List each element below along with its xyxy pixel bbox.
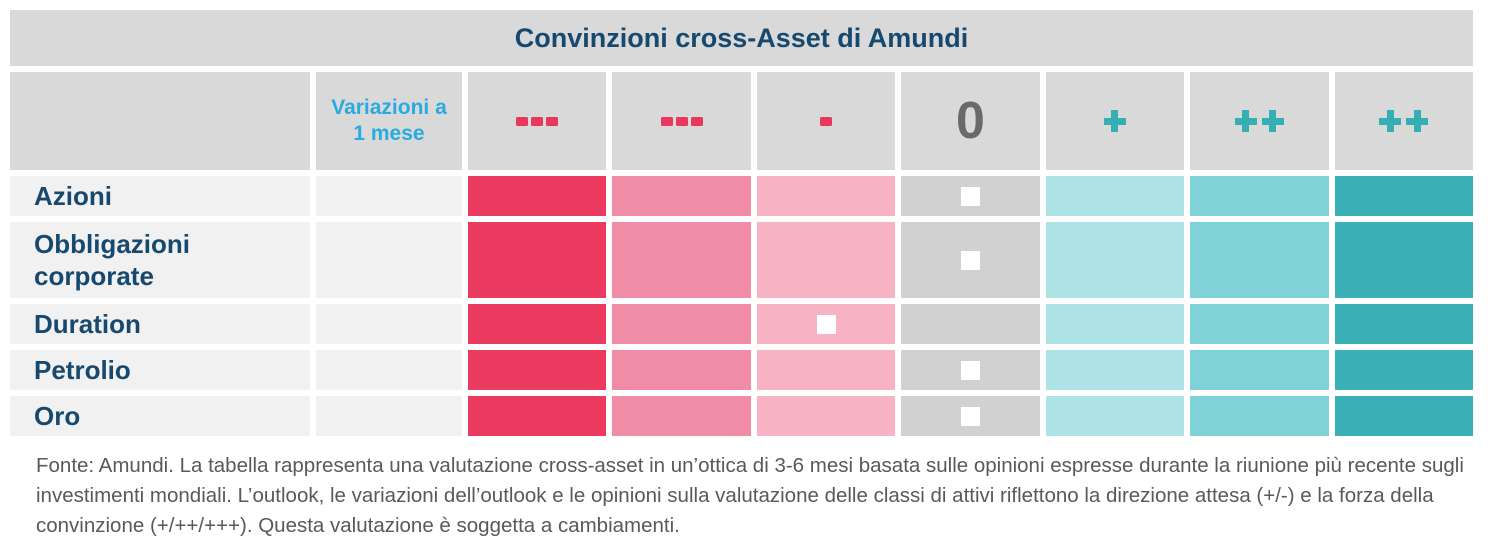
header-cell-scale-1 — [612, 72, 751, 170]
minus-dash-icon — [546, 116, 559, 126]
conviction-cell — [1334, 396, 1473, 436]
conviction-marker — [816, 314, 836, 334]
conviction-cell — [1045, 396, 1185, 436]
conviction-cell — [612, 350, 751, 390]
change-1m-cell — [316, 176, 462, 216]
header-cell-scale-3: 0 — [901, 72, 1040, 170]
conviction-cell — [901, 350, 1040, 390]
cross-asset-convictions-table: Convinzioni cross-Asset di Amundi Variaz… — [10, 10, 1473, 436]
minus-dash-icon — [820, 116, 833, 126]
conviction-cell — [1190, 350, 1329, 390]
plus-icon — [1261, 110, 1284, 132]
conviction-cell — [468, 350, 607, 390]
conviction-cell — [612, 222, 751, 298]
conviction-cell — [756, 176, 896, 216]
zero-symbol: 0 — [956, 92, 985, 150]
change-1m-cell — [316, 396, 462, 436]
plus-icon — [1103, 110, 1126, 132]
header-cell-scale-0 — [468, 72, 607, 170]
conviction-cell — [901, 304, 1040, 344]
conviction-cell — [1045, 222, 1185, 298]
conviction-cell — [468, 304, 607, 344]
conviction-cell — [612, 176, 751, 216]
header-cell-scale-4 — [1045, 72, 1185, 170]
minus-dash-icon — [675, 116, 688, 126]
conviction-cell — [901, 222, 1040, 298]
conviction-cell — [1045, 304, 1185, 344]
change-1m-cell — [316, 350, 462, 390]
conviction-cell — [1045, 176, 1185, 216]
minus-dash-icon — [660, 116, 673, 126]
header-cell-scale-2 — [756, 72, 896, 170]
minus-dash-icon — [516, 116, 529, 126]
conviction-cell — [756, 222, 896, 298]
row-label: Duration — [10, 304, 310, 344]
conviction-cell — [1045, 350, 1185, 390]
conviction-cell — [1190, 396, 1329, 436]
conviction-cell — [901, 176, 1040, 216]
conviction-cell — [756, 350, 896, 390]
row-label: Azioni — [10, 176, 310, 216]
row-label: Obbligazioni corporate — [10, 222, 310, 298]
header-cell-empty — [10, 72, 310, 170]
plus-icon — [1379, 110, 1402, 132]
change-1m-cell — [316, 222, 462, 298]
conviction-cell — [1190, 222, 1329, 298]
minus-dash-icon — [690, 116, 703, 126]
conviction-marker — [960, 406, 980, 426]
conviction-cell — [468, 176, 607, 216]
conviction-cell — [468, 222, 607, 298]
row-label: Oro — [10, 396, 310, 436]
conviction-cell — [756, 396, 896, 436]
header-cell-scale-5 — [1190, 72, 1329, 170]
plus-icon — [1406, 110, 1429, 132]
conviction-marker — [960, 250, 980, 270]
change-1m-cell — [316, 304, 462, 344]
conviction-cell — [612, 396, 751, 436]
table-title: Convinzioni cross-Asset di Amundi — [10, 10, 1473, 66]
conviction-cell — [1334, 176, 1473, 216]
conviction-marker — [960, 360, 980, 380]
row-label: Petrolio — [10, 350, 310, 390]
conviction-cell — [1334, 350, 1473, 390]
minus-dash-icon — [531, 116, 544, 126]
conviction-marker — [960, 186, 980, 206]
conviction-cell — [1190, 176, 1329, 216]
conviction-cell — [612, 304, 751, 344]
conviction-cell — [1190, 304, 1329, 344]
conviction-cell — [756, 304, 896, 344]
conviction-cell — [901, 396, 1040, 436]
conviction-cell — [468, 396, 607, 436]
plus-icon — [1234, 110, 1257, 132]
source-note: Fonte: Amundi. La tabella rappresenta un… — [36, 454, 1464, 537]
header-cell-scale-6 — [1334, 72, 1473, 170]
header-cell-change-1m: Variazioni a 1 mese — [316, 72, 462, 170]
conviction-cell — [1334, 222, 1473, 298]
conviction-cell — [1334, 304, 1473, 344]
